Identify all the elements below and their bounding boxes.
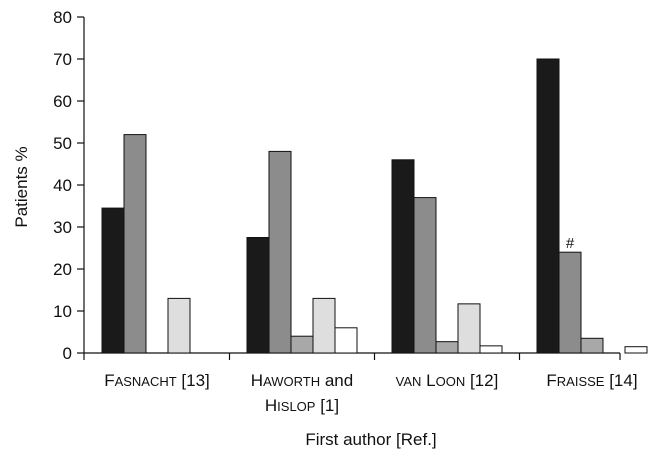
bar (435, 341, 459, 354)
x-axis (83, 352, 621, 360)
annotations: # (566, 235, 575, 252)
bar (123, 134, 147, 354)
bar (457, 303, 481, 354)
bars (101, 58, 648, 354)
bar (312, 297, 336, 354)
y-tick-label: 10 (53, 302, 72, 321)
y-axis: 0 10 20 30 40 50 60 70 80 (53, 8, 85, 363)
category-labels: FASNACHT [13] HAWORTH and HISLOP [1] VAN LO… (104, 371, 637, 415)
x-category-label: VAN LOON [12] (396, 371, 499, 390)
bar (101, 207, 125, 354)
bar (413, 197, 437, 354)
bar (334, 327, 358, 354)
y-tick-label: 20 (53, 260, 72, 279)
y-tick-label: 30 (53, 218, 72, 237)
x-axis-label: First author [Ref.] (305, 430, 436, 449)
bar (580, 337, 604, 354)
x-category-label: FASNACHT [13] (104, 371, 210, 390)
y-tick-label: 50 (53, 134, 72, 153)
y-tick-label: 60 (53, 92, 72, 111)
y-tick-label: 80 (53, 8, 72, 27)
bar (167, 297, 191, 354)
bar (479, 345, 503, 354)
x-category-label: FRAISSE [14] (546, 371, 637, 390)
bar (268, 150, 292, 354)
x-category-label: HAWORTH and (251, 371, 353, 390)
y-tick-label: 0 (63, 344, 72, 363)
bar (391, 159, 415, 354)
y-tick-label: 40 (53, 176, 72, 195)
x-category-label: HISLOP [1] (265, 396, 339, 415)
annotation-label: # (566, 235, 575, 252)
y-tick-label: 70 (53, 50, 72, 69)
bar (536, 58, 560, 354)
bar (290, 335, 314, 354)
bar (558, 251, 582, 354)
y-axis-label: Patients % (12, 146, 31, 227)
bar (246, 237, 270, 354)
bar (624, 346, 648, 354)
